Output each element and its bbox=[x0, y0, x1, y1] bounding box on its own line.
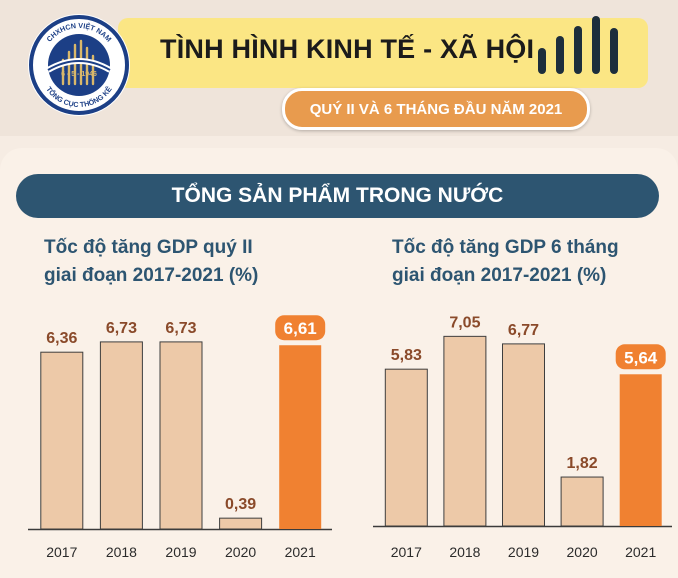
bar-chart-icon bbox=[538, 16, 618, 74]
chart2-bar-2021 bbox=[619, 374, 662, 526]
chart1-value-label-2018: 6,73 bbox=[106, 320, 137, 337]
chart2-bar-2018 bbox=[443, 335, 487, 527]
chart1-bar-2018 bbox=[99, 341, 143, 530]
chart2-title-line1: Tốc độ tăng GDP 6 tháng bbox=[392, 237, 619, 258]
chart2-category-label-2017: 2017 bbox=[391, 544, 422, 560]
chart1-bar-2020 bbox=[219, 517, 263, 530]
chart2-value-label-2020: 1,82 bbox=[567, 455, 598, 472]
chart2-bar-2017 bbox=[384, 368, 428, 527]
chart2-value-label-2021: 5,64 bbox=[624, 348, 658, 367]
chart1-value-label-2020: 0,39 bbox=[225, 496, 256, 513]
chart2-value-label-2019: 6,77 bbox=[508, 322, 539, 339]
chart2-category-label-2018: 2018 bbox=[449, 544, 480, 560]
chart1-category-label-2021: 2021 bbox=[285, 544, 316, 560]
chart2-title: Tốc độ tăng GDP 6 tháng giai đoạn 2017-2… bbox=[392, 234, 619, 290]
chart1-category-label-2020: 2020 bbox=[225, 544, 256, 560]
chart1-category-label-2018: 2018 bbox=[106, 544, 137, 560]
section-header: TỔNG SẢN PHẨM TRONG NƯỚC bbox=[16, 174, 659, 218]
chart1-value-label-2021: 6,61 bbox=[284, 319, 317, 338]
chart1-bar-2017 bbox=[40, 351, 84, 530]
chart2-highlight-label-bg bbox=[615, 344, 666, 370]
chart2-value-label-2017: 5,83 bbox=[391, 347, 422, 364]
chart2-bar-2019 bbox=[502, 343, 545, 527]
chart1-title-line2: giai đoạn 2017-2021 (%) bbox=[44, 265, 259, 286]
chart2-category-label-2019: 2019 bbox=[508, 544, 539, 560]
chart1-category-label-2019: 2019 bbox=[165, 544, 196, 560]
chart2-bar-2020 bbox=[560, 476, 604, 527]
chart1-value-label-2017: 6,36 bbox=[46, 330, 77, 347]
subtitle-pill: QUÝ II VÀ 6 THÁNG ĐẦU NĂM 2021 bbox=[282, 88, 590, 130]
chart1-value-label-2019: 6,73 bbox=[165, 320, 196, 337]
chart1-category-label-2017: 2017 bbox=[46, 544, 77, 560]
gso-logo: 6 - 5 - 1946 CHXHCN VIỆT NAM TỔNG CỤC TH… bbox=[28, 14, 130, 116]
chart1-bar-2021 bbox=[279, 345, 322, 529]
chart2-value-label-2018: 7,05 bbox=[449, 314, 480, 331]
chart2-category-label-2021: 2021 bbox=[625, 544, 656, 560]
page-title: TÌNH HÌNH KINH TẾ - XÃ HỘI bbox=[160, 34, 535, 64]
chart1-highlight-label-bg bbox=[275, 315, 326, 341]
logo-date: 6 - 5 - 1946 bbox=[61, 71, 97, 78]
chart1-title-line1: Tốc độ tăng GDP quý II bbox=[44, 237, 253, 258]
chart1-bar-2019 bbox=[159, 341, 203, 530]
chart2-category-label-2020: 2020 bbox=[567, 544, 598, 560]
chart2-title-line2: giai đoạn 2017-2021 (%) bbox=[392, 265, 607, 286]
chart1-title: Tốc độ tăng GDP quý II giai đoạn 2017-20… bbox=[44, 234, 258, 290]
